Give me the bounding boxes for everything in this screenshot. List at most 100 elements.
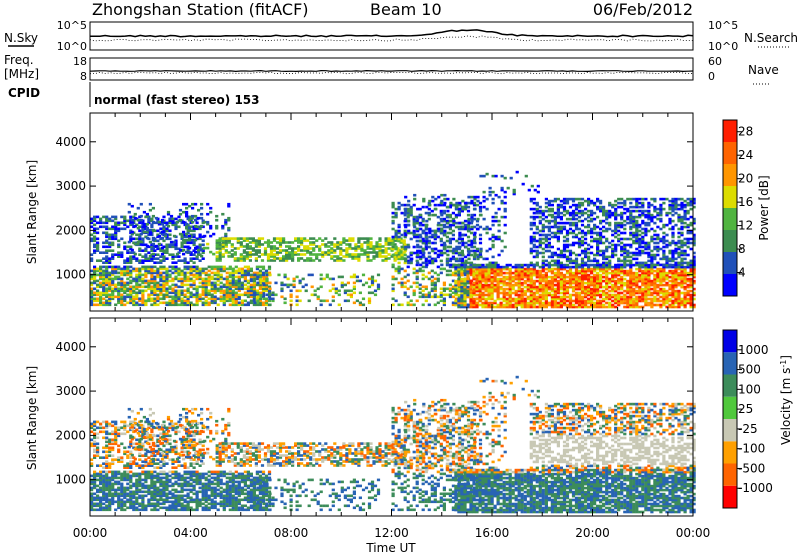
power-cell — [135, 237, 139, 241]
power-cell — [433, 203, 437, 207]
power-cell — [532, 211, 536, 215]
power-cell — [677, 297, 681, 301]
power-cell — [620, 277, 624, 281]
power-cell — [99, 251, 103, 254]
power-cell — [571, 229, 576, 233]
power-cell — [659, 275, 663, 279]
power-cell — [231, 289, 235, 293]
power-cell — [535, 305, 539, 309]
power-cell — [484, 303, 488, 307]
power-cell — [532, 207, 536, 211]
power-cell — [547, 199, 551, 203]
power-cell — [237, 293, 241, 297]
power-cell — [659, 283, 663, 287]
power-cell — [529, 283, 533, 287]
power-cell — [391, 253, 395, 257]
power-cell — [544, 295, 548, 299]
power-cell — [123, 265, 127, 269]
power-cell — [150, 223, 154, 227]
power-cell — [650, 269, 654, 273]
power-cell — [180, 293, 184, 297]
power-cell — [240, 273, 244, 277]
power-cell — [391, 265, 395, 269]
power-cell — [463, 291, 467, 295]
power-cell — [635, 241, 639, 245]
power-cell — [574, 223, 579, 227]
power-cell — [475, 271, 479, 275]
power-cell — [339, 249, 343, 252]
power-cell — [159, 271, 163, 275]
power-cell — [123, 287, 127, 291]
power-cell — [141, 281, 145, 285]
power-cell — [105, 271, 109, 275]
power-cell — [224, 237, 228, 240]
power-cell — [481, 271, 485, 275]
power-cell — [451, 271, 455, 275]
power-cell — [393, 255, 397, 258]
power-cell — [623, 283, 627, 287]
power-cell — [611, 285, 615, 289]
power-cell — [96, 221, 100, 225]
power-cell — [153, 265, 157, 269]
power-cell — [611, 269, 615, 273]
power-cell — [360, 253, 364, 256]
power-cell — [269, 255, 274, 258]
power-cell — [517, 301, 521, 305]
power-cell — [189, 229, 193, 233]
power-cell — [565, 239, 570, 243]
power-cell — [526, 275, 530, 279]
power-cell — [225, 275, 229, 279]
power-cell — [327, 245, 331, 248]
power-cell — [656, 269, 660, 273]
power-cell — [216, 265, 220, 269]
power-cell — [620, 297, 624, 301]
power-cell — [674, 269, 678, 273]
power-cell — [508, 301, 512, 305]
power-cell — [185, 226, 189, 230]
power-cell — [111, 283, 115, 287]
power-cell — [511, 303, 515, 307]
power-cell — [617, 285, 621, 289]
power-cell — [574, 207, 579, 211]
power-cell — [135, 259, 139, 262]
power-cell — [242, 237, 246, 240]
power-cell — [475, 253, 480, 257]
power-cell — [412, 203, 416, 207]
power-cell — [397, 239, 401, 243]
power-cell — [686, 301, 690, 305]
power-cell — [252, 297, 256, 301]
power-cell — [171, 291, 175, 295]
power-cell — [605, 281, 609, 285]
power-cell — [517, 281, 521, 285]
power-cell — [321, 255, 325, 258]
power-cell — [117, 287, 121, 291]
power-cell — [541, 223, 545, 227]
power-cell — [623, 199, 627, 203]
power-cell — [440, 251, 444, 255]
power-cell — [532, 239, 536, 243]
power-cell — [221, 239, 225, 242]
power-cell — [641, 277, 645, 281]
power-cell — [538, 283, 542, 287]
power-cell — [623, 305, 627, 309]
power-cell — [404, 209, 408, 213]
power-cell — [608, 245, 612, 249]
power-cell — [434, 233, 438, 237]
power-cell — [532, 291, 536, 295]
power-cell — [228, 267, 232, 271]
power-cell — [357, 259, 361, 262]
power-cell — [117, 295, 121, 299]
power-cell — [677, 305, 681, 309]
power-cell — [493, 275, 497, 279]
station-title: Zhongshan Station (fitACF) — [92, 0, 309, 19]
power-cell — [234, 297, 238, 301]
power-cell — [580, 301, 585, 305]
power-cell — [614, 253, 618, 257]
power-cell — [529, 297, 533, 301]
power-cell — [611, 205, 615, 209]
power-cell — [469, 249, 474, 253]
power-cell — [358, 291, 362, 295]
power-cell — [629, 197, 633, 201]
power-cell — [647, 303, 651, 307]
power-cell — [117, 227, 121, 231]
